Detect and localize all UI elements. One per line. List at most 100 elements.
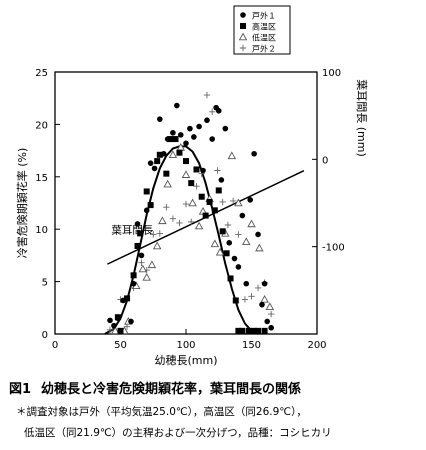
- data-point: [115, 315, 121, 322]
- data-point: [260, 294, 269, 303]
- data-point: [251, 327, 258, 334]
- data-point: [215, 107, 222, 114]
- data-point: [111, 322, 117, 329]
- data-point: [247, 197, 253, 203]
- data-point: [227, 275, 234, 282]
- data-point: [156, 151, 163, 158]
- data-point: [143, 188, 150, 195]
- y-tick-label: 20: [35, 120, 48, 131]
- y2-tick-label: -100: [322, 243, 345, 254]
- data-point: [245, 327, 252, 334]
- data-point: [134, 221, 141, 227]
- legend-marker: [238, 32, 248, 41]
- data-point: [163, 179, 172, 188]
- data-point: [254, 284, 262, 292]
- data-point: [172, 136, 179, 143]
- data-point: [176, 219, 183, 227]
- x-tick-label: 150: [242, 340, 261, 351]
- data-point: [206, 198, 213, 205]
- y-tick-label: 0: [42, 330, 48, 341]
- data-point: [158, 216, 167, 225]
- data-point: [261, 327, 268, 334]
- data-point: [247, 219, 256, 228]
- data-point: [231, 255, 238, 262]
- data-point: [215, 187, 222, 194]
- data-point: [120, 297, 126, 304]
- data-point: [128, 318, 134, 325]
- data-point: [151, 165, 158, 172]
- legend-label: 戸外１: [252, 11, 276, 21]
- data-point: [130, 272, 137, 279]
- data-point: [268, 324, 274, 331]
- trend-line-label: 葉耳間長: [111, 224, 153, 237]
- legend-marker: [239, 44, 247, 52]
- data-point: [187, 125, 193, 132]
- data-point: [219, 198, 226, 206]
- data-point: [234, 198, 243, 207]
- legend-marker: [240, 12, 246, 18]
- figure-number: 図1: [9, 382, 32, 397]
- data-point: [219, 228, 226, 235]
- fitted-curve: [104, 145, 259, 335]
- figure-note-line-1: ＊調査対象は戸外（平均気温25.0℃），高温区（同26.9℃），: [16, 406, 307, 418]
- data-point: [193, 183, 200, 190]
- y-tick-label: 15: [35, 173, 48, 184]
- data-point: [137, 230, 144, 237]
- data-point: [107, 317, 113, 324]
- data-point: [215, 247, 225, 256]
- data-point: [168, 150, 178, 159]
- x-tick-label: 100: [176, 340, 195, 351]
- data-point: [181, 170, 191, 178]
- data-point: [106, 326, 114, 334]
- x-tick-label: 200: [307, 340, 326, 351]
- data-point: [164, 136, 171, 142]
- data-point: [267, 310, 275, 318]
- y2-axis-label: 葉耳間長 (mm): [355, 79, 369, 157]
- data-point: [214, 167, 221, 174]
- x-tick-label: 0: [52, 340, 58, 351]
- data-point: [251, 150, 257, 157]
- data-point: [163, 203, 170, 211]
- data-point: [241, 296, 249, 303]
- legend-label: 戸外２: [252, 44, 276, 54]
- data-point: [261, 280, 268, 287]
- data-point: [174, 102, 180, 109]
- data-point: [147, 160, 154, 166]
- data-point: [235, 264, 242, 270]
- data-point: [211, 207, 218, 214]
- data-point: [224, 221, 232, 229]
- data-point: [117, 327, 124, 334]
- data-point: [227, 151, 237, 160]
- data-point: [209, 136, 215, 142]
- data-point: [264, 318, 271, 325]
- y-tick-label: 10: [35, 225, 48, 236]
- data-point: [138, 259, 145, 266]
- data-point: [243, 280, 250, 287]
- data-point: [200, 167, 206, 174]
- data-point: [156, 230, 163, 237]
- data-point: [150, 231, 157, 238]
- data-point: [188, 198, 197, 207]
- figure-title: 幼穂長と冷害危険期穎花率，葉耳間長の関係: [41, 382, 302, 397]
- data-point: [194, 221, 204, 230]
- data-point: [176, 149, 183, 156]
- data-point: [229, 197, 237, 205]
- data-point: [235, 231, 242, 238]
- data-point: [239, 327, 246, 334]
- data-point: [241, 237, 251, 246]
- data-point: [209, 108, 216, 116]
- data-point: [222, 125, 229, 132]
- data-point: [134, 242, 141, 249]
- data-point: [177, 132, 184, 138]
- legend-label: 低温区: [252, 33, 276, 43]
- data-point: [138, 252, 145, 259]
- plot-area: 0 50 100 150 200 0 5 10 15 20 25 -100 0 100 幼穂長(mm) 冷害危…: [15, 68, 369, 367]
- data-point: [210, 239, 220, 248]
- data-point: [193, 166, 200, 173]
- data-point: [147, 202, 154, 209]
- data-point: [183, 158, 189, 165]
- data-point: [110, 326, 120, 335]
- data-point: [188, 218, 195, 226]
- data-point: [226, 240, 233, 246]
- data-point: [255, 243, 264, 252]
